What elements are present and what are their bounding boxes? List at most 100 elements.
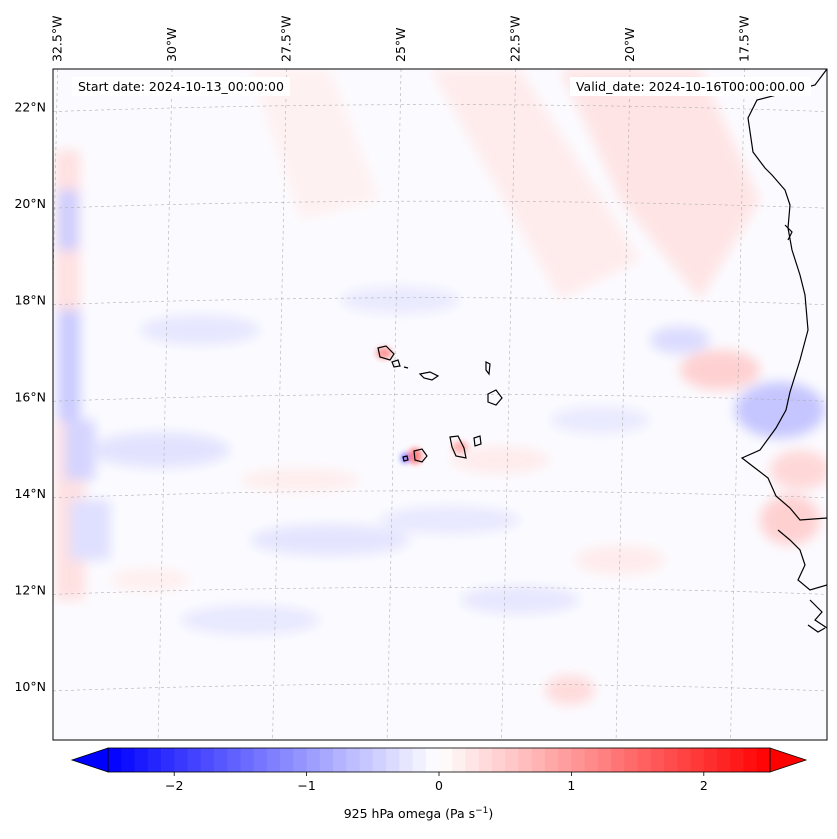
colorbar-bin [240, 748, 255, 772]
colorbar-bin [584, 748, 599, 772]
longitude-tick-label: 32.5°W [50, 16, 65, 62]
colorbar-bin [399, 748, 414, 772]
parallel-line [53, 490, 827, 499]
colorbar-bin [717, 748, 731, 772]
longitude-tick-label: 20°W [622, 27, 637, 62]
map-frame [52, 68, 828, 741]
parallel-line [53, 587, 827, 595]
island-fogo [413, 448, 428, 463]
parallel-line [53, 200, 827, 209]
colorbar-bin [730, 748, 745, 772]
colorbar-bin [306, 748, 321, 772]
meridian-line [157, 69, 173, 740]
colorbar-bin [743, 748, 758, 772]
colorbar-label-exponent: −1 [475, 806, 489, 816]
colorbar-bin [650, 748, 665, 772]
colorbar-bin [624, 748, 639, 772]
colorbar-bin [505, 748, 520, 772]
colorbar: −2 −1 0 1 2 [70, 747, 808, 793]
colorbar-ticks: −2 −1 0 1 2 [165, 772, 708, 793]
colorbar-bin [571, 748, 586, 772]
colorbar-bin [637, 748, 652, 772]
colorbar-bin [703, 748, 718, 772]
colorbar-tick-label: −2 [165, 778, 183, 793]
latitude-tick-label: 18°N [14, 293, 46, 308]
latitude-tick-label: 16°N [14, 389, 46, 404]
colorbar-bin [491, 748, 506, 772]
longitude-tick-label: 22.5°W [508, 16, 523, 62]
colorbar-label-main: 925 hPa omega (Pa s [343, 806, 476, 822]
parallel-line [53, 393, 827, 402]
longitude-tick-label: 30°W [164, 27, 179, 62]
colorbar-bin [465, 748, 480, 772]
colorbar-bin [121, 748, 136, 772]
meridian-line [386, 69, 402, 740]
colorbar-bin [611, 748, 625, 772]
colorbar-bin [544, 748, 559, 772]
longitude-tick-label: 17.5°W [737, 16, 752, 62]
latitude-tick-labels: 22°N 20°N 18°N 16°N 14°N 12°N 10°N [14, 100, 46, 694]
parallel-line [53, 683, 827, 692]
colorbar-bin [439, 748, 453, 772]
colorbar-bin [452, 748, 467, 772]
colorbar-bin [346, 748, 361, 772]
meridian-line [730, 69, 745, 740]
colorbar-tick-label: 0 [435, 778, 443, 793]
parallel-line [53, 297, 827, 306]
colorbar-bin [147, 748, 162, 772]
colorbar-bin [213, 748, 228, 772]
colorbar-bin [664, 748, 678, 772]
colorbar-bin [187, 748, 202, 772]
colorbar-bin [690, 748, 705, 772]
island-brava [402, 455, 409, 462]
colorbar-bins [108, 748, 771, 772]
meridian-line [501, 69, 516, 740]
colorbar-bin [386, 748, 400, 772]
colorbar-bin [319, 748, 334, 772]
colorbar-tick-label: 2 [700, 778, 708, 793]
colorbar-bin [134, 748, 149, 772]
colorbar-bin [227, 748, 241, 772]
colorbar-bin [478, 748, 493, 772]
island-sao-nicolau [418, 371, 440, 381]
island-boa-vista [487, 389, 503, 406]
colorbar-tick-label: −1 [297, 778, 315, 793]
omega-field [53, 69, 827, 740]
island-santo-antao [377, 345, 395, 361]
island-sal [485, 361, 491, 376]
colorbar-bin [293, 748, 308, 772]
longitude-tick-label: 25°W [393, 27, 408, 62]
colorbar-bin [412, 748, 427, 772]
colorbar-bin [174, 748, 189, 772]
island-maio [473, 435, 482, 447]
colorbar-bin [108, 748, 122, 772]
graticule [53, 69, 827, 740]
latitude-tick-label: 14°N [14, 486, 46, 501]
start-date-label: Start date: 2024-10-13_00:00:00 [72, 77, 290, 96]
longitude-tick-label: 27.5°W [279, 16, 294, 62]
colorbar-bin [372, 748, 387, 772]
latitude-tick-label: 20°N [14, 196, 46, 211]
colorbar-bin [531, 748, 546, 772]
island-santiago [449, 435, 467, 459]
latitude-tick-label: 22°N [14, 100, 46, 115]
meridian-line [615, 69, 631, 740]
colorbar-bin [280, 748, 294, 772]
colorbar-bin [425, 748, 440, 772]
colorbar-label: 925 hPa omega (Pa s−1) [0, 806, 837, 821]
valid-date-label: Valid_date: 2024-10-16T00:00:00.00 [569, 77, 811, 96]
latitude-tick-label: 12°N [14, 582, 46, 597]
longitude-tick-labels: 32.5°W 30°W 27.5°W 25°W 22.5°W 20°W 17.5°W [50, 16, 752, 62]
colorbar-bin [756, 748, 771, 772]
colorbar-bin [677, 748, 692, 772]
parallel-line [53, 104, 827, 112]
colorbar-bin [518, 748, 533, 772]
colorbar-extend-min-arrow [70, 747, 109, 773]
latitude-tick-label: 10°N [14, 679, 46, 694]
colorbar-bin [359, 748, 374, 772]
colorbar-bin [253, 748, 268, 772]
colorbar-bin [597, 748, 612, 772]
colorbar-bin [160, 748, 175, 772]
colorbar-label-close: ) [488, 806, 494, 822]
